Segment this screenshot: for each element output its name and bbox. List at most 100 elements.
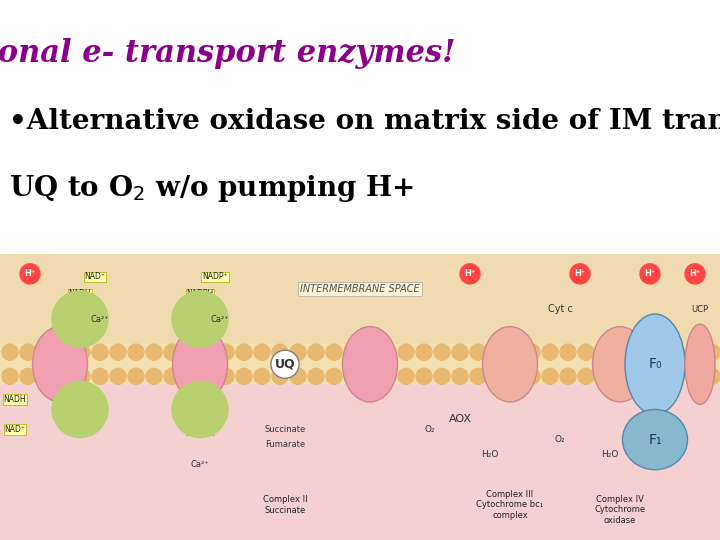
- Circle shape: [578, 344, 594, 360]
- Text: NAD⁺: NAD⁺: [70, 425, 91, 434]
- Ellipse shape: [593, 327, 647, 402]
- Circle shape: [398, 368, 414, 384]
- Circle shape: [20, 368, 36, 384]
- Text: NADP⁺: NADP⁺: [202, 272, 228, 281]
- Circle shape: [272, 368, 288, 384]
- Circle shape: [200, 368, 216, 384]
- Text: NADH: NADH: [4, 395, 27, 404]
- Circle shape: [470, 368, 486, 384]
- Circle shape: [686, 344, 702, 360]
- Circle shape: [380, 368, 396, 384]
- Circle shape: [542, 344, 558, 360]
- Circle shape: [704, 368, 720, 384]
- Ellipse shape: [625, 314, 685, 415]
- Circle shape: [146, 344, 162, 360]
- Text: UCP: UCP: [691, 305, 708, 314]
- Circle shape: [308, 368, 324, 384]
- Circle shape: [524, 368, 540, 384]
- Circle shape: [146, 368, 162, 384]
- Circle shape: [560, 368, 576, 384]
- Circle shape: [452, 368, 468, 384]
- Circle shape: [380, 344, 396, 360]
- Ellipse shape: [173, 327, 228, 402]
- Text: H⁺: H⁺: [575, 269, 585, 279]
- Text: Fumarate: Fumarate: [265, 440, 305, 449]
- Circle shape: [686, 368, 702, 384]
- Circle shape: [470, 344, 486, 360]
- Circle shape: [254, 368, 270, 384]
- FancyBboxPatch shape: [0, 344, 720, 384]
- Circle shape: [236, 368, 252, 384]
- Circle shape: [704, 344, 720, 360]
- Circle shape: [668, 368, 684, 384]
- Circle shape: [56, 344, 72, 360]
- Text: NAD⁺: NAD⁺: [84, 272, 106, 281]
- Text: H₂O: H₂O: [601, 450, 618, 459]
- Circle shape: [542, 368, 558, 384]
- Circle shape: [164, 344, 180, 360]
- Circle shape: [460, 264, 480, 284]
- Circle shape: [685, 264, 705, 284]
- Circle shape: [92, 344, 108, 360]
- Circle shape: [182, 368, 198, 384]
- Circle shape: [164, 368, 180, 384]
- Circle shape: [326, 344, 342, 360]
- Text: Complex III
Cytochrome bc₁
complex: Complex III Cytochrome bc₁ complex: [477, 490, 544, 520]
- Text: Succinate: Succinate: [264, 425, 305, 434]
- Circle shape: [650, 344, 666, 360]
- Circle shape: [38, 368, 54, 384]
- Circle shape: [344, 368, 360, 384]
- Text: Ca²⁺: Ca²⁺: [191, 460, 210, 469]
- Circle shape: [308, 344, 324, 360]
- Text: NADPH: NADPH: [186, 395, 214, 404]
- Circle shape: [110, 344, 126, 360]
- Text: •Alternative oxidase on matrix side of IM transfers e- from: •Alternative oxidase on matrix side of I…: [9, 108, 720, 135]
- Circle shape: [92, 368, 108, 384]
- Text: H⁺: H⁺: [24, 269, 35, 279]
- Circle shape: [56, 368, 72, 384]
- Text: UQ: UQ: [275, 358, 295, 371]
- Circle shape: [218, 368, 234, 384]
- Circle shape: [290, 344, 306, 360]
- Text: F₀: F₀: [648, 357, 662, 372]
- Circle shape: [578, 368, 594, 384]
- Text: UQ to O$_2$ w/o pumping H+: UQ to O$_2$ w/o pumping H+: [9, 173, 414, 204]
- Text: O₂: O₂: [425, 425, 436, 434]
- FancyBboxPatch shape: [0, 254, 720, 344]
- Circle shape: [344, 344, 360, 360]
- Circle shape: [74, 368, 90, 384]
- Text: NAD⁺: NAD⁺: [4, 425, 25, 434]
- Ellipse shape: [482, 327, 538, 402]
- Circle shape: [362, 368, 378, 384]
- Circle shape: [52, 381, 108, 437]
- Circle shape: [200, 344, 216, 360]
- Circle shape: [632, 344, 648, 360]
- Circle shape: [452, 344, 468, 360]
- Circle shape: [632, 368, 648, 384]
- Circle shape: [614, 344, 630, 360]
- Circle shape: [326, 368, 342, 384]
- Circle shape: [560, 344, 576, 360]
- Text: Cyt c: Cyt c: [548, 304, 572, 314]
- Ellipse shape: [623, 409, 688, 470]
- Circle shape: [236, 344, 252, 360]
- Circle shape: [172, 291, 228, 347]
- Text: NADH: NADH: [68, 289, 91, 299]
- Text: Complex IV
Cytochrome
oxidase: Complex IV Cytochrome oxidase: [595, 495, 646, 525]
- Circle shape: [416, 368, 432, 384]
- Circle shape: [254, 344, 270, 360]
- Circle shape: [650, 368, 666, 384]
- Circle shape: [362, 344, 378, 360]
- Text: NADPH: NADPH: [186, 289, 214, 299]
- Circle shape: [596, 344, 612, 360]
- Circle shape: [52, 291, 108, 347]
- Circle shape: [38, 344, 54, 360]
- Text: AOX: AOX: [449, 415, 472, 424]
- Text: H⁺: H⁺: [689, 269, 701, 279]
- Circle shape: [2, 344, 18, 360]
- Text: Complex II
Succinate: Complex II Succinate: [263, 495, 307, 515]
- FancyBboxPatch shape: [0, 384, 720, 540]
- Circle shape: [20, 344, 36, 360]
- Circle shape: [110, 368, 126, 384]
- Text: Ca²⁺: Ca²⁺: [91, 315, 109, 323]
